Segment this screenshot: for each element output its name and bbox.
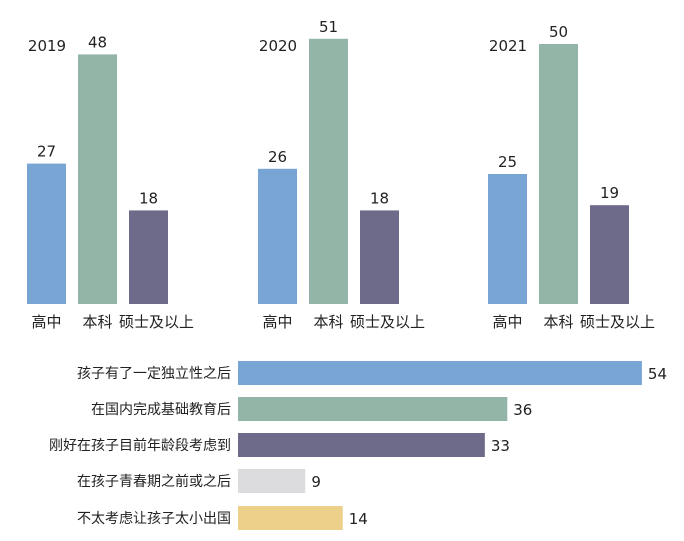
row-label: 孩子有了一定独立性之后 xyxy=(77,366,231,382)
hbar-0 xyxy=(238,361,642,385)
data-label: 54 xyxy=(648,365,667,383)
data-label: 14 xyxy=(349,510,368,528)
data-label: 50 xyxy=(549,23,568,41)
bar-2019-0 xyxy=(27,163,66,304)
row-label: 在孩子青春期之前或之后 xyxy=(77,473,231,490)
category-label: 本科 xyxy=(543,313,573,331)
category-label: 本科 xyxy=(82,313,112,331)
bar-2019-1 xyxy=(78,54,117,305)
hbar-4 xyxy=(238,506,343,530)
hbar-2 xyxy=(238,433,485,457)
bar-2020-2 xyxy=(360,210,399,304)
category-label: 硕士及以上 xyxy=(119,313,194,331)
data-label: 25 xyxy=(498,153,517,171)
bar-2020-1 xyxy=(309,38,348,305)
category-label: 高中 xyxy=(31,313,61,331)
category-label: 本科 xyxy=(313,313,343,331)
category-label: 硕士及以上 xyxy=(350,313,425,331)
hbar-3 xyxy=(238,469,306,493)
data-label: 18 xyxy=(370,189,389,207)
data-label: 9 xyxy=(311,473,321,491)
bar-2021-2 xyxy=(590,205,629,304)
data-label: 36 xyxy=(513,401,532,419)
row-label: 不太考虑让孩子太小出国 xyxy=(77,511,231,527)
data-label: 27 xyxy=(37,143,56,161)
data-label: 26 xyxy=(268,148,287,166)
bar-2020-0 xyxy=(258,168,297,304)
bar-2021-1 xyxy=(539,44,578,304)
data-label: 33 xyxy=(491,437,510,455)
row-label: 在国内完成基础教育后 xyxy=(91,401,231,418)
category-label: 高中 xyxy=(492,313,522,331)
data-label: 48 xyxy=(88,33,107,51)
row-label: 刚好在孩子目前年龄段考虑到 xyxy=(49,437,231,454)
data-label: 18 xyxy=(139,189,158,207)
hbar-1 xyxy=(238,397,508,421)
bar-2019-2 xyxy=(129,210,168,304)
category-label: 硕士及以上 xyxy=(580,313,655,331)
year-label: 2019 xyxy=(28,37,66,55)
year-label: 2020 xyxy=(259,37,297,55)
year-label: 2021 xyxy=(489,37,527,55)
data-label: 19 xyxy=(600,184,619,202)
category-label: 高中 xyxy=(262,313,292,331)
bar-2021-0 xyxy=(488,174,527,304)
data-label: 51 xyxy=(319,18,338,36)
